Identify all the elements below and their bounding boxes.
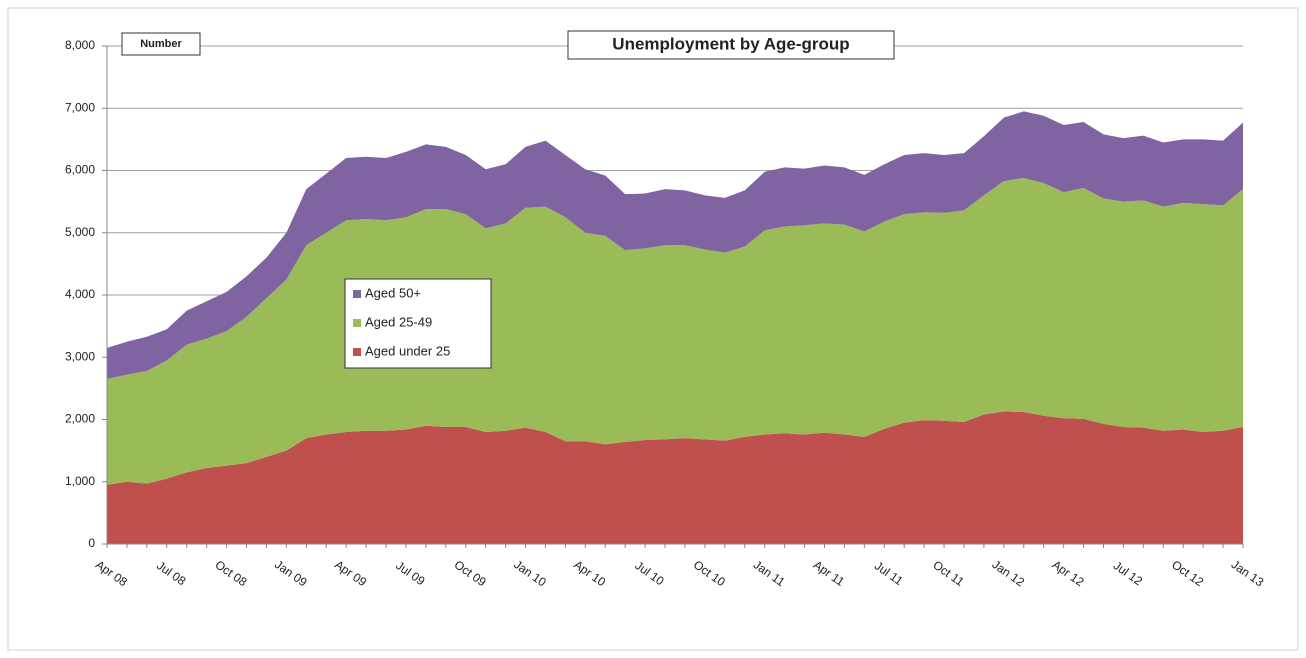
y-tick-label: 7,000 [65, 100, 95, 114]
y-tick-label: 0 [88, 536, 95, 550]
title-box [567, 30, 895, 60]
legend-label: Aged under 25 [365, 343, 450, 358]
area [107, 111, 1243, 380]
y-tick-label: 6,000 [65, 163, 95, 177]
y-label: Number [140, 38, 182, 50]
legend-label: Aged 50+ [365, 285, 421, 300]
y-tick-label: 8,000 [65, 38, 95, 52]
y-tick-label: 2,000 [65, 412, 95, 426]
chart-title: Unemployment by Age-group [612, 34, 849, 53]
y-tick-label: 4,000 [65, 287, 95, 301]
y-label-box [121, 32, 201, 56]
y-tick-label: 5,000 [65, 225, 95, 239]
area [107, 411, 1243, 544]
legend-swatch [353, 348, 361, 356]
y-tick-label: 3,000 [65, 349, 95, 363]
legend-swatch [353, 290, 361, 298]
y-tick-label: 1,000 [65, 474, 95, 488]
area [107, 177, 1243, 485]
legend-label: Aged 25-49 [365, 314, 432, 329]
legend-swatch [353, 319, 361, 327]
legend-box [344, 278, 492, 369]
